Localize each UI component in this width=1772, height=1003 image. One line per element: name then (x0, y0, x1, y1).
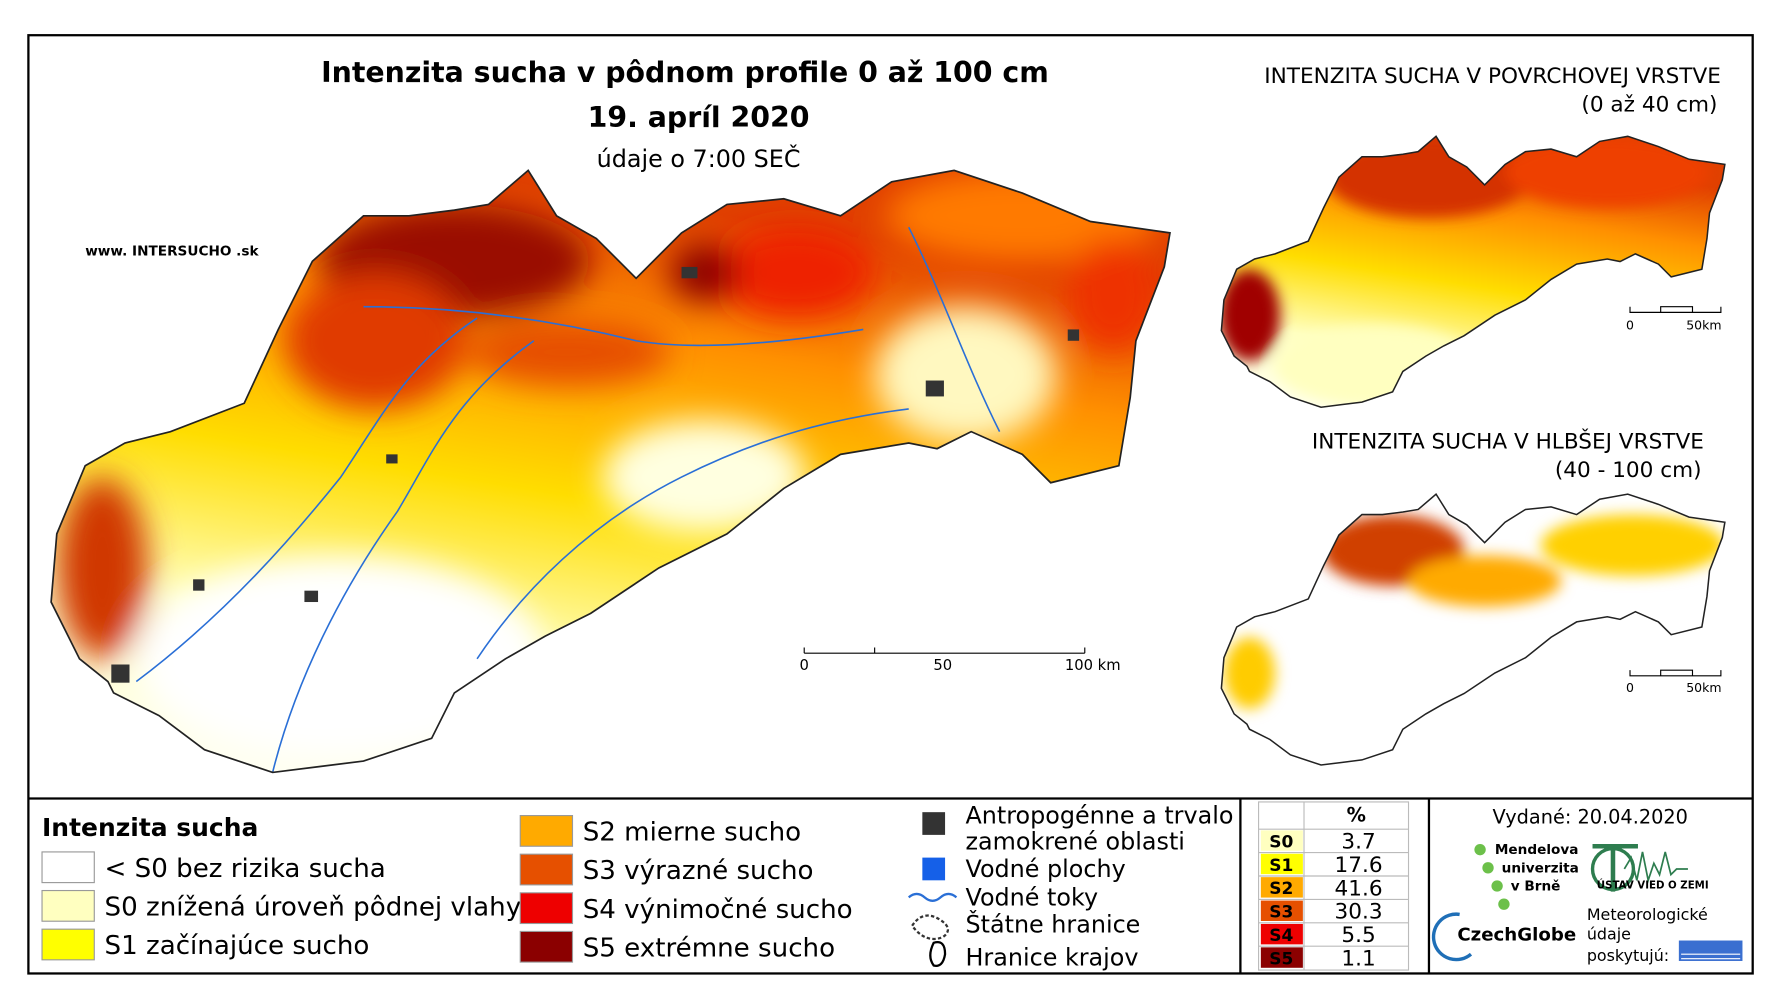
issued: Vydané: 20.04.2020 (1493, 806, 1688, 829)
date: 19. apríl 2020 (588, 101, 810, 134)
title: Intenzita sucha v pôdnom profile 0 až 10… (321, 56, 1049, 89)
scale-label: 50 (933, 657, 952, 674)
legend-label: Štátne hranice (966, 911, 1141, 939)
legend-label: Hranice krajov (966, 944, 1139, 972)
stats-value: 17.6 (1335, 853, 1383, 878)
logo-text: Meteorologické (1587, 905, 1708, 924)
scale-label: 100 km (1065, 657, 1121, 674)
legend-label: Vodné toky (966, 883, 1099, 911)
legend-title: Intenzita sucha (42, 813, 258, 842)
legend-label: S4 výnimočné sucho (583, 895, 853, 925)
inset-scale: 0 50km 0 50km (1626, 306, 1721, 695)
logos: Mendelova univerzita v Brně ÚSTAV VIED O… (1431, 842, 1743, 965)
logo-text: univerzita (1502, 860, 1579, 876)
scale-label: 0 (1626, 680, 1634, 695)
scale-label: 0 (1626, 317, 1634, 332)
stats-code: S1 (1269, 856, 1293, 876)
stats-value: 1.1 (1341, 947, 1375, 972)
inset-subtitle: (0 až 40 cm) (1581, 92, 1717, 117)
legend-label: S1 začínajúce sucho (105, 931, 370, 961)
time-note: údaje o 7:00 SEČ (597, 145, 801, 173)
stats-value: 30.3 (1335, 900, 1383, 925)
legend-label: S5 extrémne sucho (583, 933, 835, 963)
logo-text: Mendelova (1495, 842, 1579, 858)
scale-label: 0 (800, 657, 809, 674)
website: www. INTERSUCHO .sk (85, 244, 259, 260)
legend-label: Antropogénne a trvalo (966, 802, 1234, 830)
stats-code-cell (1260, 853, 1303, 875)
legend-swatch (519, 815, 574, 847)
legend-other: Antropogénne a trvalo zamokrené oblasti … (907, 802, 1234, 972)
logo-text: poskytujú: (1587, 946, 1669, 965)
legend-swatch (519, 930, 574, 963)
scale-label: 50km (1686, 317, 1721, 332)
logo-text: ÚSTAV VIED O ZEMI (1597, 878, 1709, 891)
inset-title: INTENZITA SUCHA V HLBŠEJ VRSTVE (1312, 429, 1704, 455)
inset-title: INTENZITA SUCHA V POVRCHOVEJ VRSTVE (1264, 64, 1721, 89)
stats-code-cell (1260, 947, 1303, 968)
logo-text: v Brně (1511, 879, 1561, 895)
stats-code-cell (1260, 923, 1303, 945)
stats-code-cell (1260, 877, 1303, 898)
legend-classes: < S0 bez rizika sucha S0 znížená úroveň p… (41, 815, 853, 963)
stats-value: 41.6 (1335, 876, 1383, 901)
stats-table: % S0 3.7 S1 17.6 S2 41.6 S3 30.3 S4 5.5 S5 1.1 (1258, 801, 1410, 972)
legend-label: S0 znížená úroveň pôdnej vlahy (105, 893, 522, 923)
legend-label: Vodné plochy (966, 855, 1126, 883)
legend-swatch (519, 892, 574, 925)
stats-header: % (1347, 803, 1366, 826)
stats-code: S3 (1269, 903, 1293, 923)
stats-code: S5 (1269, 949, 1293, 969)
logo-text: údaje (1587, 924, 1631, 943)
legend-swatch (41, 889, 95, 922)
stats-value: 5.5 (1341, 923, 1375, 948)
legend-swatch (41, 928, 95, 961)
stats-code-cell (1260, 900, 1303, 921)
legend-label: S2 mierne sucho (583, 818, 801, 848)
stats-value: 3.7 (1341, 830, 1375, 855)
stats-code: S0 (1269, 832, 1293, 852)
legend-label: S3 výrazné sucho (583, 856, 814, 886)
stats-code: S4 (1269, 926, 1293, 946)
legend-swatch (519, 853, 574, 886)
logo-text: CzechGlobe (1457, 925, 1576, 946)
legend-label: < S0 bez rizika sucha (105, 854, 386, 884)
stats-code-cell (1260, 830, 1303, 851)
scale-label: 50km (1686, 680, 1721, 695)
legend-label: zamokrené oblasti (966, 828, 1185, 856)
inset-subtitle: (40 - 100 cm) (1555, 458, 1702, 483)
stats-code: S2 (1269, 879, 1293, 899)
legend-swatch (41, 851, 95, 884)
